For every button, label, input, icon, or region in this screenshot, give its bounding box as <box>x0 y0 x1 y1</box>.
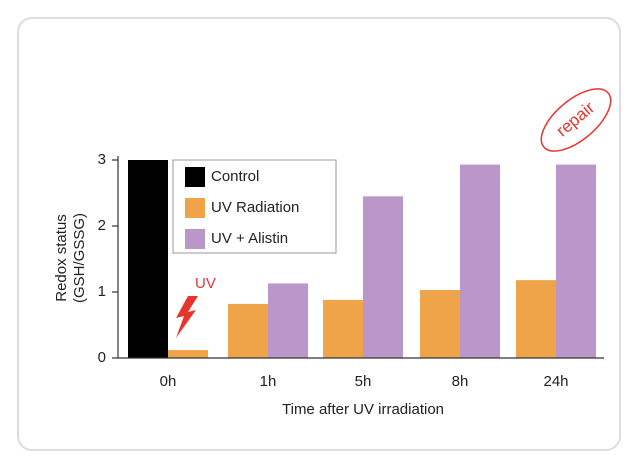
y-tick-label: 0 <box>98 349 106 366</box>
bar <box>268 283 308 358</box>
bar <box>363 196 403 358</box>
legend-swatch <box>185 167 205 187</box>
y-axis-label: (GSH/GSSG) <box>71 213 88 303</box>
x-tick-label: 1h <box>260 373 277 390</box>
y-tick-label: 3 <box>98 151 106 168</box>
legend-label: UV Radiation <box>211 199 299 216</box>
legend-label: Control <box>211 168 259 185</box>
legend-swatch <box>185 198 205 218</box>
bar <box>516 280 556 358</box>
y-axis-label: Redox status <box>53 214 70 302</box>
bar <box>556 164 596 358</box>
bar <box>128 160 168 358</box>
bar <box>168 350 208 358</box>
x-tick-label: 5h <box>355 373 372 390</box>
bar <box>323 299 363 358</box>
x-axis-label: Time after UV irradiation <box>282 401 444 418</box>
x-tick-label: 0h <box>160 373 177 390</box>
bar <box>460 164 500 358</box>
x-tick-label: 24h <box>543 373 568 390</box>
bar <box>228 303 268 358</box>
x-tick-label: 8h <box>452 373 469 390</box>
annotation: UV <box>195 275 216 292</box>
bar <box>420 290 460 358</box>
legend-label: UV + Alistin <box>211 230 288 247</box>
y-tick-label: 2 <box>98 217 106 234</box>
lightning-icon <box>176 296 198 338</box>
stamp-ellipse <box>540 88 612 152</box>
legend-swatch <box>185 229 205 249</box>
y-tick-label: 1 <box>98 283 106 300</box>
